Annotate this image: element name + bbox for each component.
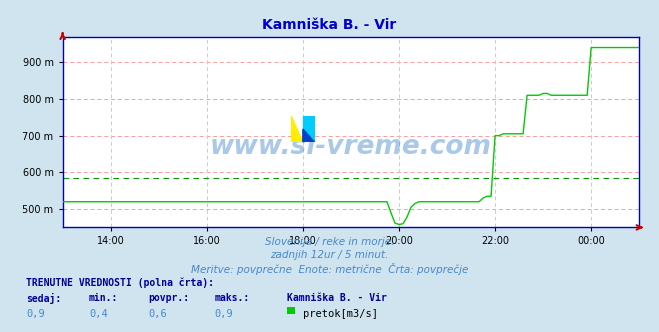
Text: www.si-vreme.com: www.si-vreme.com (210, 134, 492, 160)
Text: Slovenija / reke in morje.: Slovenija / reke in morje. (265, 237, 394, 247)
Polygon shape (303, 116, 315, 142)
Text: pretok[m3/s]: pretok[m3/s] (303, 309, 378, 319)
Text: maks.:: maks.: (214, 293, 249, 303)
Text: min.:: min.: (89, 293, 119, 303)
Polygon shape (303, 129, 315, 142)
Text: Kamniška B. - Vir: Kamniška B. - Vir (262, 18, 397, 32)
Text: Kamniška B. - Vir: Kamniška B. - Vir (287, 293, 387, 303)
Text: 0,9: 0,9 (26, 309, 45, 319)
Text: 0,4: 0,4 (89, 309, 107, 319)
Text: 0,6: 0,6 (148, 309, 167, 319)
Text: sedaj:: sedaj: (26, 293, 61, 304)
Text: povpr.:: povpr.: (148, 293, 189, 303)
Text: Meritve: povprečne  Enote: metrične  Črta: povprečje: Meritve: povprečne Enote: metrične Črta:… (191, 263, 468, 275)
Text: TRENUTNE VREDNOSTI (polna črta):: TRENUTNE VREDNOSTI (polna črta): (26, 277, 214, 288)
Polygon shape (291, 116, 303, 142)
Text: zadnjih 12ur / 5 minut.: zadnjih 12ur / 5 minut. (270, 250, 389, 260)
Text: 0,9: 0,9 (214, 309, 233, 319)
